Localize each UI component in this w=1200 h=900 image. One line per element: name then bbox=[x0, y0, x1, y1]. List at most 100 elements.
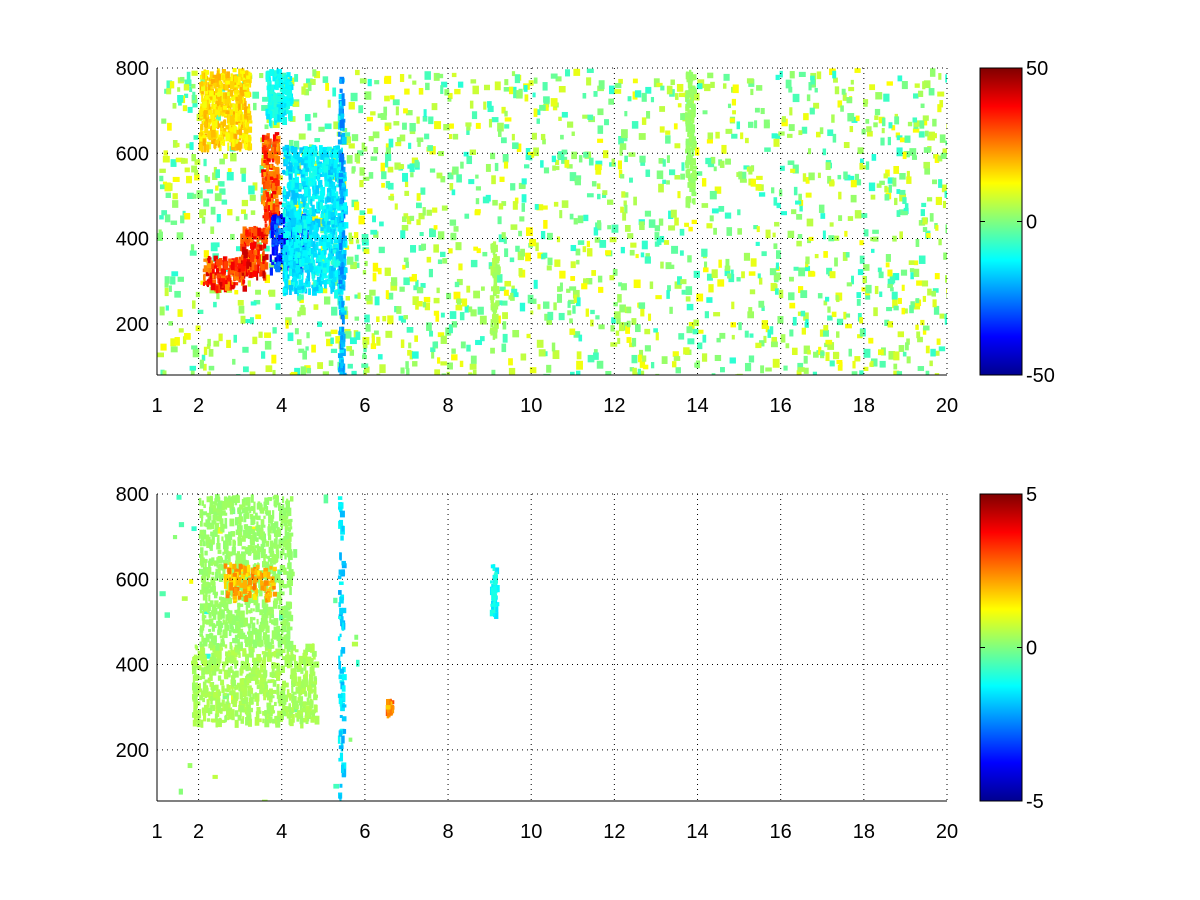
heatmap-cell bbox=[337, 242, 341, 250]
heatmap-cell bbox=[796, 214, 803, 220]
heatmap-cell bbox=[224, 715, 227, 723]
heatmap-cell bbox=[693, 85, 696, 91]
heatmap-cell bbox=[243, 113, 248, 119]
heatmap-cell bbox=[761, 320, 769, 329]
heatmap-cell bbox=[516, 90, 523, 99]
heatmap-cell bbox=[191, 693, 197, 700]
heatmap-cell bbox=[724, 269, 731, 277]
heatmap-cell bbox=[599, 239, 607, 248]
heatmap-cell bbox=[312, 262, 316, 267]
heatmap-cell bbox=[514, 74, 521, 84]
heatmap-cell bbox=[297, 310, 301, 317]
heatmap-cell bbox=[638, 133, 646, 140]
heatmap-cell bbox=[877, 267, 882, 273]
heatmap-cell bbox=[639, 221, 645, 231]
heatmap-cell bbox=[279, 109, 283, 116]
heatmap-cell bbox=[917, 90, 924, 97]
heatmap-cell bbox=[865, 161, 870, 170]
heatmap-cell bbox=[774, 221, 780, 227]
heatmap-cell bbox=[339, 309, 342, 316]
heatmap-cell bbox=[236, 129, 240, 135]
heatmap-cell bbox=[282, 216, 286, 223]
heatmap-cell bbox=[247, 126, 253, 133]
heatmap-cell bbox=[279, 612, 285, 621]
heatmap-cell bbox=[327, 99, 331, 108]
heatmap-cell bbox=[275, 168, 280, 174]
heatmap-cell bbox=[340, 191, 344, 199]
heatmap-cell bbox=[267, 656, 272, 662]
heatmap-cell bbox=[221, 279, 226, 286]
heatmap-cell bbox=[290, 707, 295, 713]
heatmap-cell bbox=[240, 91, 245, 97]
heatmap-cell bbox=[936, 338, 941, 345]
heatmap-cell bbox=[586, 68, 594, 73]
heatmap-cell bbox=[677, 191, 681, 199]
heatmap-cell bbox=[367, 78, 372, 87]
heatmap-cell bbox=[225, 652, 229, 661]
heatmap-cell bbox=[854, 173, 860, 183]
heatmap-cell bbox=[851, 371, 858, 375]
heatmap-cell bbox=[341, 93, 345, 101]
heatmap-cell bbox=[283, 111, 287, 116]
heatmap-cell bbox=[938, 73, 942, 80]
heatmap-cell bbox=[308, 207, 312, 216]
heatmap-cell bbox=[598, 286, 604, 293]
heatmap-cell bbox=[324, 157, 330, 165]
heatmap-cell bbox=[273, 91, 276, 101]
heatmap-cell bbox=[665, 135, 671, 144]
heatmap-cell bbox=[896, 147, 903, 157]
heatmap-cell bbox=[786, 133, 793, 138]
heatmap-cell bbox=[466, 344, 471, 352]
heatmap-cell bbox=[312, 273, 315, 282]
heatmap-cell bbox=[340, 359, 344, 364]
heatmap-cell bbox=[285, 320, 289, 329]
heatmap-cell bbox=[223, 153, 228, 159]
heatmap-cell bbox=[307, 256, 311, 262]
heatmap-cell bbox=[323, 279, 328, 285]
heatmap-cell bbox=[318, 145, 323, 154]
heatmap-cell bbox=[318, 168, 323, 173]
heatmap-cell bbox=[272, 249, 278, 256]
heatmap-cell bbox=[840, 105, 844, 112]
heatmap-cell bbox=[228, 89, 234, 97]
heatmap-cell bbox=[537, 304, 541, 310]
heatmap-cell bbox=[332, 150, 338, 158]
heatmap-cell bbox=[254, 716, 260, 726]
heatmap-cell bbox=[216, 102, 219, 107]
heatmap-cell bbox=[313, 694, 318, 701]
heatmap-cell bbox=[287, 90, 293, 99]
heatmap-cell bbox=[339, 79, 342, 84]
heatmap-cell bbox=[334, 218, 337, 226]
heatmap-cell bbox=[709, 215, 714, 222]
heatmap-cell bbox=[238, 122, 241, 129]
heatmap-cell bbox=[322, 76, 329, 83]
heatmap-cell bbox=[219, 707, 223, 714]
heatmap-cell bbox=[701, 178, 707, 187]
heatmap-cell bbox=[341, 136, 347, 145]
heatmap-cell bbox=[908, 260, 915, 265]
heatmap-cell bbox=[317, 218, 321, 228]
heatmap-cell bbox=[363, 248, 370, 254]
heatmap-cell bbox=[164, 276, 170, 284]
heatmap-cell bbox=[449, 219, 457, 226]
heatmap-cell bbox=[249, 707, 254, 713]
heatmap-cell bbox=[338, 296, 341, 302]
heatmap-cell bbox=[323, 222, 327, 229]
heatmap-cell bbox=[319, 190, 325, 200]
heatmap-cell bbox=[806, 94, 811, 102]
heatmap-cell bbox=[186, 175, 192, 184]
heatmap-cell bbox=[885, 254, 891, 262]
heatmap-cell bbox=[470, 79, 477, 84]
heatmap-cell bbox=[937, 155, 943, 162]
heatmap-cell bbox=[222, 693, 230, 700]
heatmap-cell bbox=[582, 93, 587, 99]
heatmap-cell bbox=[859, 240, 864, 246]
heatmap-cell bbox=[215, 109, 219, 115]
heatmap-cell bbox=[315, 146, 318, 152]
heatmap-cell bbox=[312, 655, 316, 660]
heatmap-cell bbox=[818, 346, 822, 355]
heatmap-cell bbox=[262, 183, 267, 189]
heatmap-cell bbox=[859, 317, 863, 324]
heatmap-cell bbox=[252, 251, 256, 257]
